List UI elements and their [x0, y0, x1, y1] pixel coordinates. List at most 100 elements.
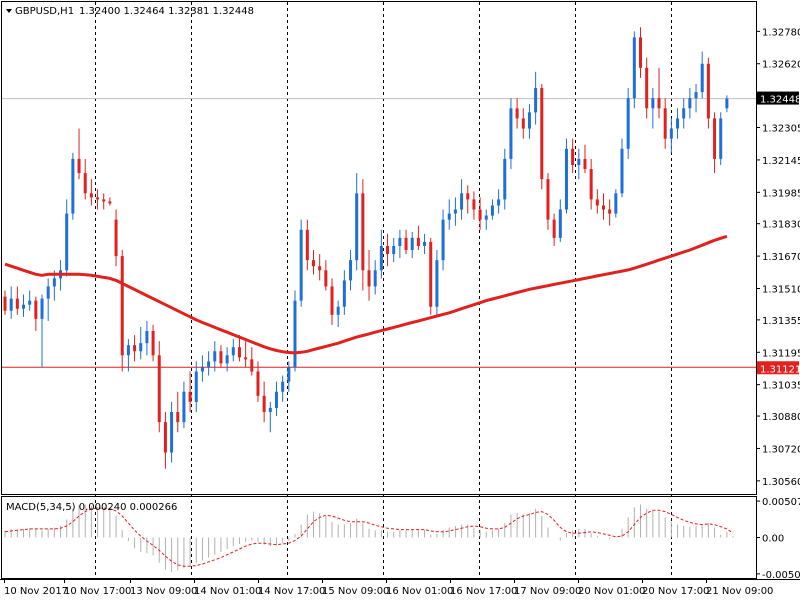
candle — [170, 401, 174, 463]
candle — [318, 254, 322, 281]
candle — [410, 231, 414, 259]
candle — [645, 57, 649, 119]
candle — [133, 335, 137, 362]
candle — [367, 250, 371, 301]
candle — [453, 197, 457, 226]
candle — [416, 225, 420, 251]
candle — [231, 339, 235, 362]
candle — [651, 88, 655, 129]
macd-layer — [4, 504, 734, 572]
candle — [9, 286, 13, 319]
candle — [632, 31, 636, 109]
horizontal-line-tag-label: 1.31121 — [760, 364, 800, 375]
candle — [583, 144, 587, 174]
price-tick-label: 1.31355 — [762, 316, 800, 327]
candle — [527, 104, 531, 139]
price-tick-label: 1.31195 — [762, 348, 800, 359]
time-tick-label: 16 Nov 01:00 — [386, 586, 453, 597]
candle — [194, 361, 198, 413]
candle — [262, 381, 266, 423]
candle — [657, 67, 661, 119]
time-tick-label: 20 Nov 01:00 — [578, 586, 645, 597]
candle — [429, 237, 433, 315]
candle — [330, 278, 334, 325]
candle — [497, 189, 501, 214]
time-tick-label: 15 Nov 09:00 — [322, 586, 389, 597]
candle — [503, 148, 507, 210]
candle — [460, 179, 464, 220]
candle — [534, 71, 538, 125]
candle — [595, 189, 599, 214]
candle — [546, 173, 550, 230]
candle — [225, 347, 229, 372]
price-panel-frame — [1, 1, 757, 495]
candle — [22, 294, 26, 317]
candle — [34, 296, 38, 332]
candle — [490, 199, 494, 220]
candle — [324, 260, 328, 291]
candle — [83, 158, 87, 200]
candle — [312, 250, 315, 275]
horizontal-line-layer[interactable] — [2, 98, 756, 368]
price-tick-label: 1.31830 — [762, 220, 800, 231]
candle — [540, 83, 544, 190]
candle — [361, 179, 365, 291]
candle — [281, 375, 285, 402]
time-tick-label: 14 Nov 01:00 — [194, 586, 261, 597]
candle — [293, 290, 297, 372]
candle — [676, 108, 680, 139]
candle — [373, 260, 377, 295]
candle — [114, 209, 118, 267]
candle — [713, 112, 717, 174]
candle — [639, 27, 643, 78]
triangle-down-icon — [6, 9, 12, 13]
candle — [336, 300, 340, 327]
candle — [589, 158, 593, 210]
candle — [509, 98, 513, 170]
time-tick-label: 10 Nov 17:00 — [64, 586, 131, 597]
candle — [521, 108, 525, 139]
candle — [441, 209, 445, 271]
candle — [663, 98, 667, 149]
candle — [213, 341, 217, 372]
candle — [447, 199, 451, 230]
candle — [151, 324, 155, 362]
candle — [299, 219, 303, 307]
price-tick-label: 1.30720 — [762, 444, 800, 455]
candle — [71, 152, 75, 220]
macd-tick-label: 0.00 — [762, 534, 784, 545]
candle — [244, 341, 248, 368]
grid — [95, 2, 672, 578]
moving-average-line — [4, 234, 728, 355]
macd-axis: 0.005076 0.00 -0.005061 — [756, 497, 800, 581]
macd-tick-label: -0.005061 — [762, 570, 800, 581]
price-tick-label: 1.32780 — [762, 27, 800, 38]
time-tick-label: 21 Nov 09:00 — [706, 586, 773, 597]
macd-tick-label: 0.005076 — [762, 497, 800, 508]
candle — [564, 138, 568, 214]
candle — [256, 361, 260, 402]
candle — [552, 213, 556, 246]
candle — [342, 270, 346, 315]
symbol-label: GBPUSD,H1 — [15, 6, 74, 17]
candle — [139, 326, 143, 360]
candle — [102, 193, 106, 210]
price-axis: 1.32780 1.32620 1.32305 1.32145 1.31985 1.318… — [756, 27, 800, 488]
candle — [77, 128, 81, 180]
candle — [688, 88, 692, 119]
candle — [472, 191, 476, 220]
price-tick-label: 1.31985 — [762, 188, 800, 199]
candle — [145, 320, 149, 356]
macd-signal-line — [4, 507, 734, 567]
candle — [719, 112, 723, 165]
candle — [669, 118, 673, 153]
price-tick-label: 1.31035 — [762, 381, 800, 392]
candles — [3, 27, 729, 469]
time-tick-label: 17 Nov 09:00 — [514, 586, 581, 597]
candle — [386, 233, 390, 267]
candle — [28, 290, 32, 311]
symbol-header: GBPUSD,H1 1.32400 1.32464 1.32381 1.3244… — [6, 6, 254, 17]
